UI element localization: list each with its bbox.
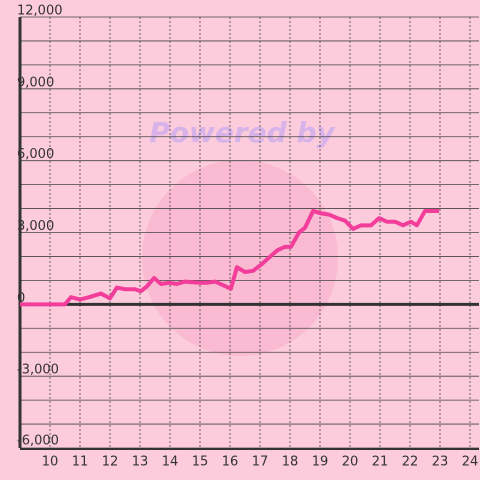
y-tick-label: 9,000 <box>17 75 54 90</box>
x-tick-label: 10 <box>42 455 59 470</box>
x-tick-label: 19 <box>312 455 329 470</box>
x-tick-label: 15 <box>192 455 209 470</box>
x-tick-label: 24 <box>462 455 479 470</box>
y-tick-label: -6,000 <box>17 434 59 449</box>
x-tick-label: 14 <box>162 455 179 470</box>
x-tick-label: 22 <box>402 455 419 470</box>
x-tick-label: 12 <box>102 455 119 470</box>
x-tick-label: 17 <box>252 455 269 470</box>
x-tick-label: 13 <box>132 455 149 470</box>
y-tick-label: -3,000 <box>17 363 59 378</box>
x-tick-label: 20 <box>342 455 359 470</box>
watermark-text: Powered by <box>149 116 336 149</box>
y-tick-label: 12,000 <box>17 4 63 19</box>
x-tick-label: 16 <box>222 455 239 470</box>
x-tick-label: 21 <box>372 455 389 470</box>
y-tick-label: 3,000 <box>17 219 54 234</box>
watermark-image <box>142 160 338 356</box>
x-tick-label: 23 <box>432 455 449 470</box>
x-tick-label: 11 <box>72 455 89 470</box>
x-tick-label: 18 <box>282 455 299 470</box>
line <box>20 208 440 307</box>
y-tick-label: 6,000 <box>17 147 54 162</box>
